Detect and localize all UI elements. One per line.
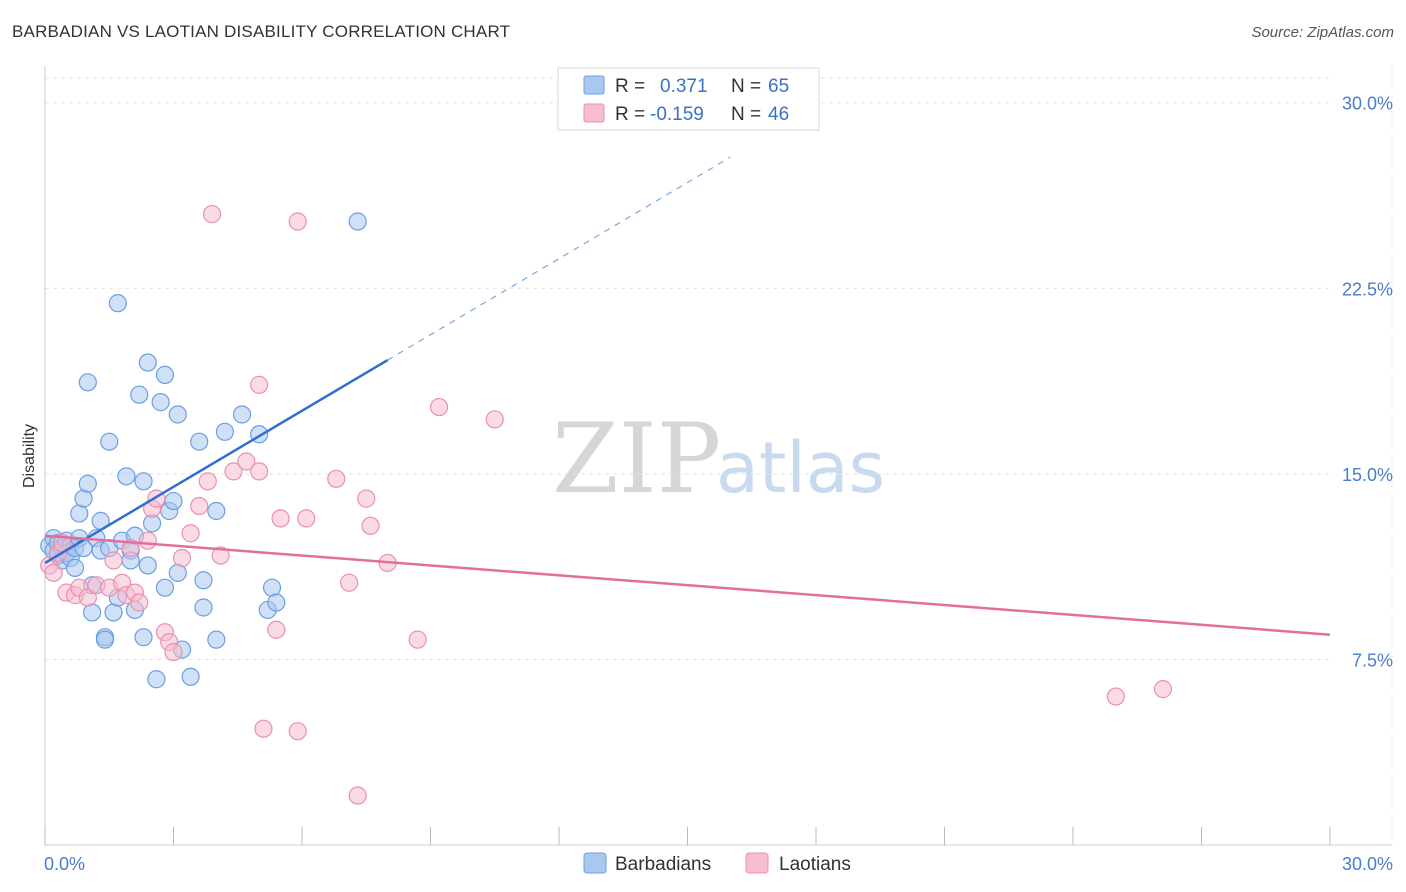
laotian-point	[288, 722, 307, 741]
laotian-point	[408, 630, 427, 649]
laotian-point	[237, 452, 256, 471]
barbadian-point	[134, 472, 153, 491]
y-tick-label: 22.5%	[1342, 279, 1393, 299]
barbadian-point	[117, 467, 136, 486]
barbadian-point	[65, 558, 85, 577]
watermark-zip: ZIP	[552, 403, 721, 515]
laotian-point	[211, 546, 230, 565]
laotian-point	[485, 410, 504, 429]
x-tick-labels: 0.0% 30.0%	[44, 854, 1393, 874]
barbadian-point	[181, 667, 200, 686]
series-swatch-barbadians	[583, 852, 607, 874]
laotian-point	[164, 642, 183, 662]
barbadian-point	[190, 432, 209, 451]
barbadian-point	[267, 593, 286, 612]
x-tick-label: 30.0%	[1342, 854, 1393, 874]
barbadian-trend-line	[44, 358, 389, 565]
watermark-atlas: atlas	[716, 427, 885, 509]
barbadian-point	[194, 598, 213, 617]
laotian-point	[44, 563, 63, 582]
legend-r-label: R =	[615, 76, 645, 97]
legend-r-label: R =	[615, 104, 645, 125]
series-swatch-laotians	[745, 852, 769, 874]
laotian-point	[181, 524, 200, 543]
laotian-point	[138, 531, 157, 550]
x-tick-label: 0.0%	[44, 854, 85, 874]
laotian-point	[224, 462, 243, 481]
laotian-point	[340, 573, 359, 592]
laotian-point	[130, 593, 149, 612]
barbadian-point	[134, 628, 153, 647]
barbadian-point	[164, 491, 183, 511]
laotian-point	[267, 620, 286, 639]
laotian-point	[250, 462, 269, 481]
source-credit: Source: ZipAtlas.com	[1251, 24, 1394, 41]
series-name-laotians: Laotians	[779, 854, 851, 875]
barbadian-point	[130, 385, 149, 404]
trend-lines	[44, 156, 1331, 636]
legend-swatch-barbadians	[583, 75, 605, 95]
y-axis-label: Disability	[21, 424, 38, 488]
axes	[44, 66, 1392, 846]
barbadian-point	[100, 432, 119, 451]
barbadian-point	[215, 422, 234, 441]
barbadian-point	[348, 212, 367, 231]
barbadian-point	[95, 630, 115, 649]
barbadian-point	[194, 571, 213, 590]
laotian-point	[1153, 680, 1173, 699]
barbadian-point	[78, 474, 97, 493]
data-points	[40, 204, 1173, 805]
legend-r-value: 0.371	[660, 76, 708, 97]
laotian-point	[297, 509, 316, 528]
barbadian-point	[78, 373, 97, 392]
legend-n-value: 46	[768, 104, 789, 125]
y-tick-label: 30.0%	[1342, 94, 1393, 114]
barbadian-point	[147, 670, 166, 689]
chart-title: BARBADIAN VS LAOTIAN DISABILITY CORRELAT…	[12, 22, 511, 41]
laotian-point	[288, 212, 307, 231]
laotian-point	[357, 489, 376, 508]
barbadian-point	[207, 630, 226, 649]
laotian-point	[104, 551, 123, 570]
barbadian-point	[108, 294, 127, 313]
legend-n-value: 65	[768, 76, 789, 97]
laotian-point	[1106, 687, 1125, 706]
laotian-point	[361, 516, 380, 535]
series-legend: Barbadians Laotians	[583, 852, 851, 875]
laotian-point	[190, 496, 209, 516]
laotian-point	[78, 588, 97, 607]
laotian-point	[327, 469, 346, 488]
barbadian-point	[232, 405, 252, 424]
laotian-point	[348, 786, 367, 805]
laotian-point	[202, 204, 222, 224]
laotian-point	[172, 548, 192, 568]
series-name-barbadians: Barbadians	[615, 854, 711, 875]
barbadian-point	[155, 578, 175, 597]
correlation-legend: R = 0.371 N = 65 R = -0.159 N = 46	[557, 67, 820, 131]
barbadian-point	[138, 353, 157, 372]
laotian-point	[198, 472, 217, 491]
barbadian-point	[155, 365, 175, 385]
y-tick-label: 7.5%	[1352, 650, 1393, 670]
legend-swatch-laotians	[583, 103, 605, 123]
laotian-point	[271, 509, 290, 528]
barbadian-point	[168, 405, 187, 424]
barbadian-point	[138, 556, 157, 575]
y-tick-label: 15.0%	[1342, 465, 1393, 485]
legend-r-value: -0.159	[650, 104, 704, 125]
barbadian-point	[207, 501, 226, 521]
watermark: ZIP atlas	[552, 403, 885, 515]
laotian-point	[254, 719, 273, 738]
y-tick-labels: 7.5% 15.0% 22.5% 30.0%	[1342, 94, 1393, 671]
laotian-point	[250, 375, 269, 394]
legend-n-label: N =	[731, 76, 761, 97]
laotian-trend-line	[44, 534, 1331, 636]
barbadian-trend-extension	[387, 156, 731, 361]
legend-n-label: N =	[731, 104, 761, 125]
laotian-point	[429, 397, 449, 417]
barbadian-point	[151, 393, 170, 412]
